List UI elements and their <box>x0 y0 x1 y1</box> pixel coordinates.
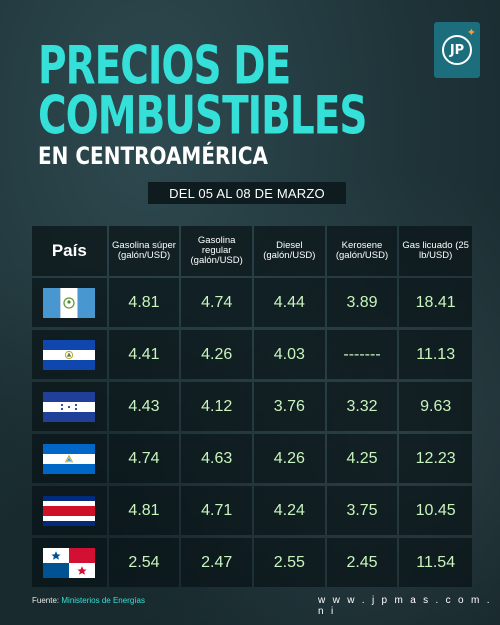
value-cell: 4.74 <box>181 278 252 327</box>
table-row: 4.81 4.74 4.44 3.89 18.41 <box>32 278 472 327</box>
value-cell: 4.41 <box>108 330 180 379</box>
header-country: País <box>32 226 107 276</box>
source-entity: Ministerios de Energías <box>61 596 145 605</box>
value-cell: 4.25 <box>326 434 398 483</box>
logo-text: JP <box>449 42 465 58</box>
value-cell: 18.41 <box>399 278 472 327</box>
costa-rica-flag-icon <box>43 495 96 526</box>
value-cell: 2.54 <box>108 538 180 587</box>
jp-logo: JP ✦ <box>434 22 480 78</box>
value-cell: 4.12 <box>181 382 252 431</box>
table-header-row: País Gasolina súper (galón/USD) Gasolina… <box>32 226 472 276</box>
table-row: 2.54 2.47 2.55 2.45 11.54 <box>32 538 472 587</box>
title-line-1: PRECIOS DE <box>38 36 291 97</box>
table-row: 4.43 4.12 3.76 3.32 9.63 <box>32 382 472 431</box>
value-cell: 3.32 <box>326 382 398 431</box>
table-row: 4.41 4.26 4.03 ------- 11.13 <box>32 330 472 379</box>
value-cell: 10.45 <box>399 486 472 535</box>
value-cell: 2.45 <box>326 538 398 587</box>
date-range-badge: DEL 05 AL 08 DE MARZO <box>148 182 346 204</box>
value-cell: 12.23 <box>399 434 472 483</box>
panama-flag-icon <box>43 547 96 578</box>
value-cell: 4.81 <box>108 278 180 327</box>
country-cell <box>32 278 107 327</box>
country-cell <box>32 486 107 535</box>
value-cell: 4.26 <box>181 330 252 379</box>
value-cell: 4.44 <box>254 278 325 327</box>
nicaragua-flag-icon <box>43 443 96 474</box>
value-cell: 3.76 <box>254 382 325 431</box>
source-label: Fuente: <box>32 596 60 605</box>
value-cell: 2.47 <box>181 538 252 587</box>
value-cell: 4.26 <box>254 434 325 483</box>
value-cell: 4.74 <box>108 434 180 483</box>
logo-mark: JP <box>442 35 472 65</box>
header-diesel: Diesel (galón/USD) <box>254 226 325 276</box>
country-cell <box>32 538 107 587</box>
website-url[interactable]: w w w . j p m a s . c o m . n i <box>318 595 492 617</box>
value-cell: 4.81 <box>108 486 180 535</box>
header-lpg: Gas licuado (25 lb/USD) <box>399 226 472 276</box>
header-kerosene: Kerosene (galón/USD) <box>326 226 398 276</box>
value-cell: 2.55 <box>254 538 325 587</box>
fuel-price-table: País Gasolina súper (galón/USD) Gasolina… <box>32 226 472 590</box>
table-row: 4.81 4.71 4.24 3.75 10.45 <box>32 486 472 535</box>
value-cell: 3.89 <box>326 278 398 327</box>
value-cell: 4.63 <box>181 434 252 483</box>
value-cell: 11.54 <box>399 538 472 587</box>
honduras-flag-icon <box>43 391 96 422</box>
value-cell: 4.24 <box>254 486 325 535</box>
source-note: Fuente: Ministerios de Energías <box>32 596 145 605</box>
value-cell: 4.03 <box>254 330 325 379</box>
star-icon: ✦ <box>466 26 476 39</box>
title-line-3: EN CENTROAMÉRICA <box>38 141 268 170</box>
value-cell: 4.71 <box>181 486 252 535</box>
header-regular: Gasolina regular (galón/USD) <box>181 226 252 276</box>
value-cell: ------- <box>326 330 398 379</box>
country-cell <box>32 382 107 431</box>
guatemala-flag-icon <box>43 287 96 318</box>
header-super: Gasolina súper (galón/USD) <box>108 226 180 276</box>
title-line-2: COMBUSTIBLES <box>38 86 367 147</box>
table-row: 4.74 4.63 4.26 4.25 12.23 <box>32 434 472 483</box>
value-cell: 3.75 <box>326 486 398 535</box>
value-cell: 4.43 <box>108 382 180 431</box>
value-cell: 9.63 <box>399 382 472 431</box>
value-cell: 11.13 <box>399 330 472 379</box>
el-salvador-flag-icon <box>43 339 96 370</box>
country-cell <box>32 434 107 483</box>
country-cell <box>32 330 107 379</box>
